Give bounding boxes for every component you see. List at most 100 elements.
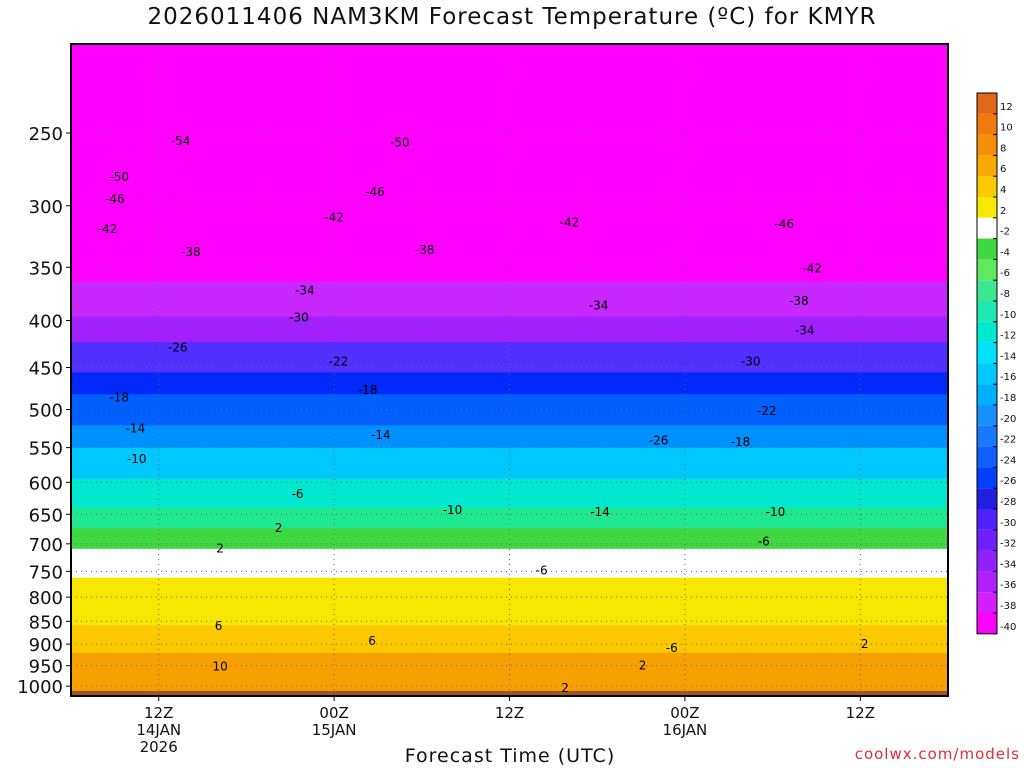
y-tick-label: 250	[29, 124, 63, 145]
colorbar-label: -16	[1000, 372, 1016, 383]
colorbar-swatch	[977, 488, 997, 509]
y-tick-label: 550	[29, 439, 63, 460]
colorbar-swatch	[977, 176, 997, 197]
colorbar-swatch	[977, 259, 997, 281]
colorbar-swatch	[977, 550, 997, 572]
colorbar-swatch	[977, 217, 997, 239]
colorbar-swatch	[977, 321, 997, 343]
isotherm-label: 2	[561, 681, 569, 695]
isotherm-label: 6	[368, 634, 376, 648]
y-tick-label: 950	[29, 657, 63, 678]
x-tick-sublabel: 2026	[140, 738, 178, 756]
isotherm-label: -50	[390, 135, 410, 149]
y-tick-label: 400	[29, 312, 63, 333]
isotherm-label: -38	[181, 245, 201, 259]
credit-text: coolwx.com/models	[854, 745, 1020, 763]
isotherm-label: -38	[789, 294, 809, 308]
colorbar-label: 10	[1000, 123, 1013, 134]
colorbar-swatch	[977, 446, 997, 468]
y-tick-label: 650	[29, 505, 63, 526]
isotherm-label: -34	[589, 298, 609, 312]
isotherm-label: -54	[171, 134, 191, 148]
y-tick-label: 300	[29, 197, 63, 218]
colorbar-label: -30	[1000, 518, 1016, 529]
isotherm-label: -10	[127, 452, 147, 466]
colorbar-swatch	[977, 529, 997, 551]
colorbar-swatch	[977, 197, 997, 218]
isotherm-label: -42	[98, 222, 118, 236]
x-tick-label: 12Z	[846, 704, 875, 722]
isotherm-label: -6	[758, 535, 770, 549]
colorbar-label: -2	[1000, 227, 1010, 238]
colorbar-swatch	[977, 342, 997, 364]
isotherm-label: -34	[795, 323, 815, 337]
isotherm-label: 2	[639, 659, 647, 673]
y-tick-label: 350	[29, 258, 63, 279]
isotherm-label: -46	[774, 217, 794, 231]
colorbar-swatch	[977, 613, 997, 634]
colorbar-label: -14	[1000, 351, 1016, 362]
colorbar-label: -26	[1000, 476, 1016, 487]
colorbar-label: -8	[1000, 289, 1010, 300]
colorbar-swatch	[977, 301, 997, 322]
isotherm-label: -6	[666, 641, 678, 655]
isotherm-label: 2	[216, 541, 224, 555]
isotherm-label: -26	[649, 433, 669, 447]
colorbar-swatch	[977, 384, 997, 405]
ground-strip	[71, 690, 948, 696]
colorbar-swatch	[977, 405, 997, 426]
x-tick-sublabel: 16JAN	[663, 721, 708, 739]
y-tick-label: 800	[29, 588, 63, 609]
x-tick-sublabel: 14JAN	[136, 721, 181, 739]
y-tick-label: 1000	[17, 677, 63, 698]
isotherm-label: 6	[215, 619, 223, 633]
y-tick-label: 600	[29, 473, 63, 494]
isotherm-label: -42	[324, 211, 344, 225]
colorbar-label: -34	[1000, 559, 1016, 570]
isotherm-label: 2	[275, 521, 283, 535]
colorbar-swatch	[977, 509, 997, 530]
isotherm-label: 2	[861, 637, 869, 651]
isotherm-label: -6	[292, 487, 304, 501]
isotherm-label: -42	[560, 216, 580, 230]
isotherm-label: -18	[109, 390, 129, 404]
colorbar-label: -32	[1000, 539, 1016, 550]
chart-title: 2026011406 NAM3KM Forecast Temperature (…	[147, 4, 877, 30]
colorbar-swatch	[977, 93, 997, 114]
x-tick-sublabel: 15JAN	[312, 721, 357, 739]
colorbar-swatch	[977, 571, 997, 593]
colorbar-label: 4	[1000, 185, 1006, 196]
isotherm-label: -30	[289, 311, 309, 325]
colorbar-label: -10	[1000, 310, 1016, 321]
colorbar-label: -18	[1000, 393, 1016, 404]
isotherm-label: -26	[168, 341, 188, 355]
x-tick-label: 00Z	[670, 704, 699, 722]
isotherm-label: -42	[802, 261, 822, 275]
colorbar-label: -4	[1000, 247, 1010, 258]
colorbar-swatch	[977, 363, 997, 385]
isotherm-label: -14	[590, 505, 610, 519]
isotherm-label: 10	[212, 660, 227, 674]
isotherm-label: -22	[329, 354, 349, 368]
isotherm-label: -38	[415, 243, 435, 257]
colorbar-label: -6	[1000, 268, 1010, 279]
colorbar-label: -40	[1000, 622, 1016, 633]
colorbar-swatch	[977, 155, 997, 177]
colorbar-label: -20	[1000, 414, 1016, 425]
colorbar-swatch	[977, 425, 997, 447]
y-tick-label: 850	[29, 612, 63, 633]
y-tick-label: 450	[29, 359, 63, 380]
colorbar-swatch	[977, 467, 997, 489]
colorbar-label: 6	[1000, 164, 1006, 175]
isotherm-label: -46	[105, 192, 125, 206]
colorbar-label: -12	[1000, 331, 1016, 342]
colorbar-label: 2	[1000, 206, 1006, 217]
isotherm-label: -10	[766, 505, 786, 519]
isotherm-label: -30	[741, 354, 761, 368]
isotherm-label: -10	[443, 503, 463, 517]
isotherm-label: -18	[731, 435, 751, 449]
colorbar-label: -28	[1000, 497, 1016, 508]
x-tick-label: 12Z	[495, 704, 524, 722]
